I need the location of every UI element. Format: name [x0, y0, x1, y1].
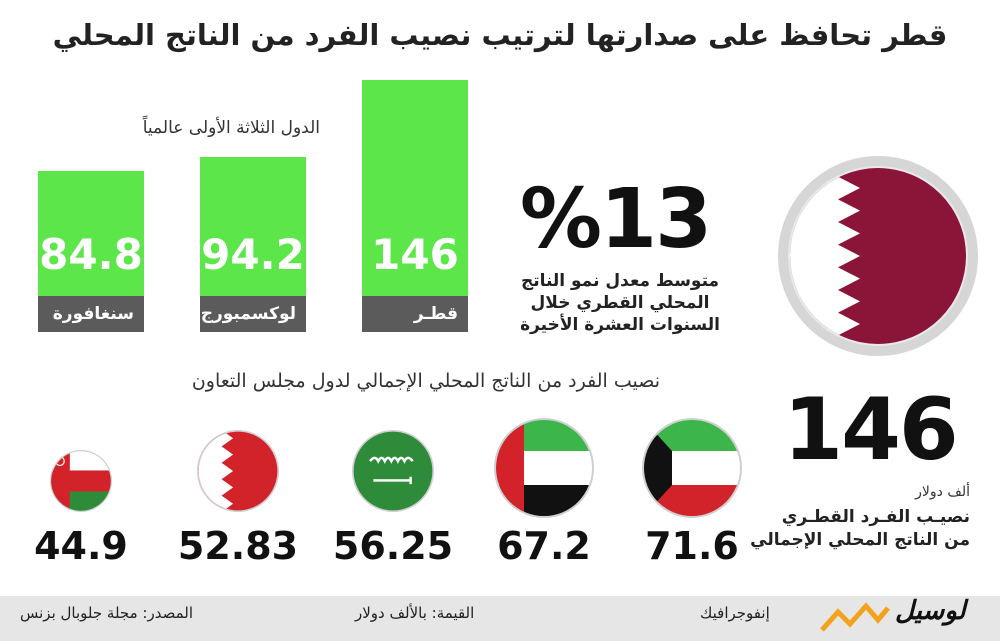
footer-source: المصدر: مجلة جلوبال بزنس	[20, 604, 193, 622]
bar: 94.2	[200, 157, 306, 296]
value-desc-line: من الناتج المحلي الإجمالي	[750, 530, 970, 550]
gcc-heading: نصيب الفرد من الناتج المحلي الإجمالي لدو…	[191, 370, 660, 392]
gcc-value-label: 71.6	[645, 524, 739, 568]
page-title: قطر تحافظ على صدارتها لترتيب نصيب الفرد …	[52, 18, 948, 52]
bahrain-flag-icon	[197, 430, 279, 512]
bar-category-label: لوكسمبورج	[200, 296, 306, 332]
growth-desc-line: السنوات العشرة الأخيرة	[520, 315, 720, 335]
growth-desc-line: متوسط معدل نمو الناتج	[520, 271, 720, 291]
footer-category: إنفوجرافيك	[700, 604, 770, 622]
qatar-gdp-description: نصيـب الفـرد القطـري من الناتج المحلي ال…	[740, 506, 970, 552]
oman-flag-icon	[50, 450, 112, 512]
bar-value-label: 146	[371, 230, 459, 279]
bar-value-label: 84.8	[39, 230, 143, 279]
bar-value-label: 94.2	[201, 230, 305, 279]
footer: لوسيل إنفوجرافيك القيمة: بالألف دولار ال…	[0, 596, 1000, 641]
growth-desc-line: المحلي القطري خلال	[530, 293, 710, 313]
bar: 146	[362, 80, 468, 296]
kuwait-flag-icon	[642, 418, 742, 518]
bar: 84.8	[38, 171, 144, 296]
footer-unit-note: القيمة: بالألف دولار	[355, 604, 475, 622]
bar-category-label: قطـر	[362, 296, 468, 332]
unit-label: ألف دولار	[915, 484, 970, 500]
value-desc-line: نصيـب الفـرد القطـري	[781, 507, 970, 527]
growth-description: متوسط معدل نمو الناتج المحلي القطري خلال…	[495, 270, 745, 336]
brand-zigzag-icon	[820, 602, 890, 632]
saudi-flag-icon	[352, 430, 434, 512]
brand-logo: لوسيل	[895, 596, 966, 626]
gcc-value-label: 52.83	[177, 524, 299, 568]
growth-percent: %13	[519, 172, 712, 267]
qatar-flag-icon	[778, 156, 978, 356]
gcc-value-label: 44.9	[34, 524, 128, 568]
gcc-value-label: 67.2	[497, 524, 591, 568]
qatar-gdp-value: 146	[783, 380, 959, 480]
top-three-heading: الدول الثلاثة الأولى عالمياً	[142, 118, 320, 138]
bar-category-label: سنغافورة	[38, 296, 144, 332]
gcc-value-label: 56.25	[332, 524, 454, 568]
uae-flag-icon	[494, 418, 594, 518]
